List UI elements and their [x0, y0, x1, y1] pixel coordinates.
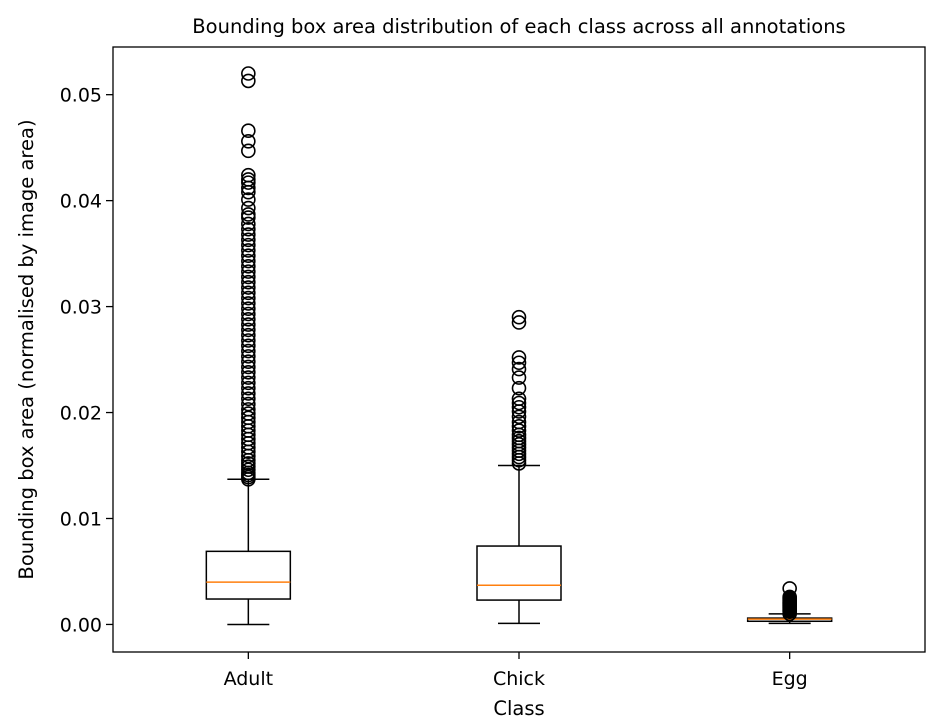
outlier-point: [511, 361, 527, 377]
outlier-point: [511, 391, 527, 407]
outlier-point: [241, 396, 256, 412]
outlier-point: [241, 386, 256, 401]
y-tick-label: 0.02: [60, 403, 102, 425]
outlier-point: [241, 375, 256, 391]
outlier-point: [241, 359, 256, 375]
outlier-point: [241, 290, 256, 306]
outlier-point: [511, 380, 527, 396]
outlier-point: [241, 143, 256, 159]
outlier-point: [241, 333, 256, 348]
y-axis: 0.00 0.01 0.02 0.03 0.04 0.05: [60, 85, 113, 636]
outlier-point: [511, 414, 527, 430]
outlier-point: [511, 355, 527, 371]
outlier-point: [241, 280, 256, 295]
x-tick-label: Adult: [224, 668, 274, 690]
outlier-point: [241, 73, 256, 89]
x-axis: Adult Chick Egg: [224, 652, 808, 690]
outlier-point: [241, 338, 256, 354]
outlier-point: [241, 192, 256, 207]
outlier-point: [241, 402, 256, 417]
outlier-point: [241, 264, 256, 279]
outlier-point: [511, 395, 527, 411]
outlier-point: [241, 317, 256, 332]
outlier-point: [241, 227, 256, 242]
outlier-point: [241, 380, 256, 396]
outlier-point: [241, 232, 256, 248]
outlier-point: [241, 243, 256, 258]
y-tick-label: 0.03: [60, 297, 102, 319]
plot-frame: [112, 46, 926, 653]
outlier-point: [511, 315, 527, 330]
outlier-point: [511, 399, 527, 415]
y-tick-label: 0.01: [60, 508, 102, 530]
box-egg: [746, 581, 833, 625]
box-adult: [205, 66, 292, 626]
iqr-box: [205, 550, 292, 600]
outlier-point: [241, 343, 256, 359]
y-tick-label: 0.00: [60, 614, 102, 636]
outlier-point: [511, 419, 527, 434]
outlier-point: [241, 133, 256, 149]
outlier-point: [241, 207, 256, 222]
outlier-point: [511, 370, 527, 385]
outlier-point: [241, 172, 256, 187]
outlier-point: [241, 406, 256, 421]
outlier-point: [241, 306, 256, 322]
outlier-point: [241, 349, 256, 364]
outlier-point: [241, 221, 256, 237]
outlier-point: [241, 269, 256, 285]
outlier-point: [782, 589, 797, 605]
outlier-point: [241, 274, 256, 290]
x-tick-label: Egg: [772, 668, 808, 690]
outlier-point: [511, 309, 527, 325]
outlier-point: [241, 322, 256, 338]
chart-title: Bounding box area distribution of each c…: [192, 15, 845, 38]
outlier-point: [511, 350, 527, 365]
outlier-point: [241, 301, 256, 317]
outlier-point: [241, 327, 256, 343]
outlier-point: [241, 312, 256, 327]
outlier-point: [241, 167, 256, 183]
outlier-point: [241, 200, 256, 216]
outlier-point: [241, 370, 256, 385]
outlier-point: [241, 248, 256, 264]
outlier-point: [241, 237, 256, 253]
y-tick-label: 0.04: [60, 191, 102, 213]
outlier-point: [241, 259, 256, 274]
outlier-point: [241, 285, 256, 301]
outlier-point: [241, 364, 256, 380]
outlier-point: [241, 216, 256, 232]
outlier-point: [241, 354, 256, 369]
outlier-point: [782, 581, 797, 596]
outlier-point: [241, 253, 256, 269]
outlier-point: [241, 123, 256, 139]
iqr-box: [476, 545, 562, 601]
outlier-point: [241, 391, 256, 407]
outlier-point: [241, 296, 256, 311]
y-tick-label: 0.05: [60, 85, 102, 107]
outlier-point: [241, 66, 256, 81]
y-axis-label: Bounding box area (normalised by image a…: [15, 119, 38, 579]
box-chick: [476, 309, 562, 625]
x-tick-label: Chick: [493, 668, 545, 690]
x-axis-label: Class: [493, 697, 544, 720]
boxes-layer: [205, 66, 833, 626]
